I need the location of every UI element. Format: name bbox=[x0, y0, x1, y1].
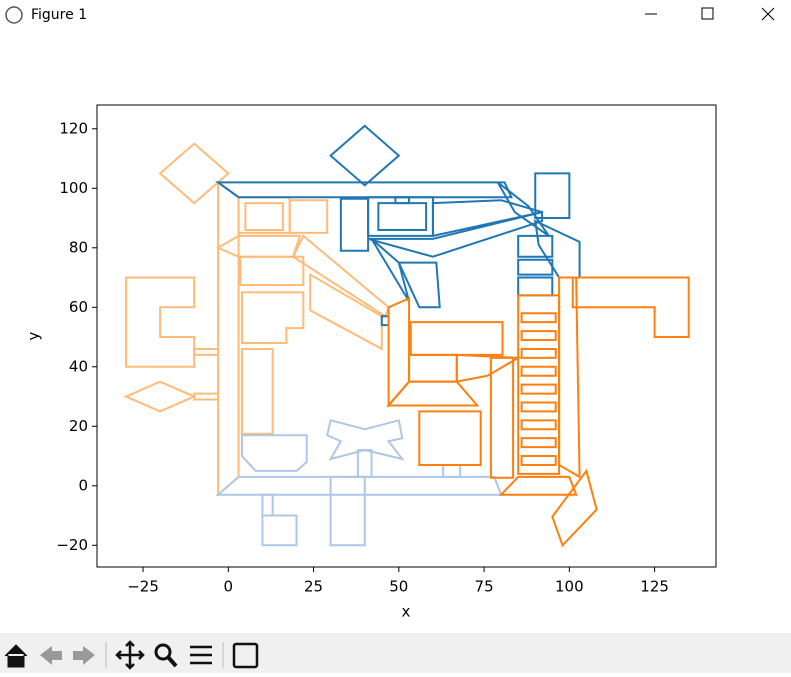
x-tick-label: 125 bbox=[640, 578, 669, 596]
polygon bbox=[387, 296, 411, 409]
polygon bbox=[409, 321, 504, 356]
polygon bbox=[520, 330, 557, 342]
polygon bbox=[534, 172, 571, 220]
y-tick-label: 20 bbox=[69, 417, 88, 435]
polygon bbox=[442, 463, 462, 478]
polygon bbox=[551, 468, 598, 548]
polygon bbox=[377, 202, 428, 231]
polygon bbox=[517, 294, 561, 475]
close[interactable] bbox=[761, 7, 775, 21]
home-button[interactable] bbox=[4, 644, 28, 668]
polygon bbox=[309, 272, 383, 351]
polygon bbox=[386, 380, 480, 407]
y-tick-label: 60 bbox=[69, 298, 88, 316]
polygon bbox=[370, 238, 411, 302]
configure-button[interactable] bbox=[190, 645, 212, 665]
polygon bbox=[517, 276, 554, 297]
polygon bbox=[288, 199, 329, 234]
y-tick-label: −20 bbox=[56, 536, 88, 554]
y-axis-label: y bbox=[25, 331, 43, 340]
polygon bbox=[123, 380, 197, 413]
polygon bbox=[217, 180, 240, 497]
zoom-button[interactable] bbox=[154, 643, 178, 668]
polygon bbox=[261, 514, 298, 547]
polygon bbox=[397, 261, 441, 309]
polygon bbox=[517, 234, 554, 258]
x-tick-label: 50 bbox=[389, 578, 408, 596]
polygon bbox=[558, 276, 581, 479]
polygon bbox=[356, 449, 373, 478]
polygon bbox=[455, 353, 522, 383]
polygon bbox=[329, 475, 366, 547]
polygon bbox=[193, 392, 220, 401]
polygon bbox=[240, 291, 305, 344]
polygon bbox=[240, 434, 308, 472]
polygon bbox=[418, 410, 482, 466]
polygon bbox=[215, 234, 302, 258]
polygon bbox=[520, 419, 557, 431]
polygon bbox=[214, 181, 513, 199]
x-tick-label: 25 bbox=[304, 578, 323, 596]
polygon bbox=[571, 276, 690, 339]
polygon bbox=[520, 347, 557, 359]
y-tick-label: 40 bbox=[69, 357, 88, 375]
title-bar bbox=[0, 0, 791, 33]
maximize[interactable] bbox=[701, 7, 714, 20]
polygon bbox=[520, 312, 557, 324]
polygon bbox=[489, 356, 515, 479]
polygon bbox=[367, 210, 544, 258]
polygon bbox=[240, 347, 274, 435]
pan-button[interactable] bbox=[115, 640, 145, 670]
polygon bbox=[239, 255, 305, 286]
x-tick-label: −25 bbox=[127, 578, 159, 596]
polygon bbox=[520, 365, 557, 377]
window-title: Figure 1 bbox=[31, 7, 87, 23]
polygon bbox=[380, 315, 390, 327]
polygon bbox=[533, 219, 581, 279]
polygon bbox=[329, 124, 401, 187]
back-button[interactable] bbox=[40, 646, 62, 665]
polygon bbox=[520, 383, 557, 395]
polygon bbox=[520, 455, 557, 466]
axes: −25 0 25 50 75 100 125 −20 0 20 40 60 80 100 120 bbox=[56, 104, 717, 596]
polygon bbox=[244, 202, 284, 231]
x-tick-label: 75 bbox=[475, 578, 494, 596]
zoom-lens bbox=[154, 643, 172, 661]
polygon bbox=[498, 475, 578, 496]
polygon bbox=[520, 401, 557, 413]
polygon bbox=[520, 437, 557, 449]
polygon bbox=[517, 258, 554, 276]
y-tick-label: 80 bbox=[69, 238, 88, 256]
x-tick-label: 100 bbox=[555, 578, 584, 596]
y-tick-label: 100 bbox=[59, 179, 88, 197]
forward-button[interactable] bbox=[73, 646, 95, 665]
polygon bbox=[158, 142, 230, 205]
polygon bbox=[339, 197, 370, 252]
polygon bbox=[408, 353, 458, 383]
polygon bbox=[215, 475, 503, 496]
polygon bbox=[326, 419, 405, 461]
polygon bbox=[431, 199, 543, 238]
save-button[interactable] bbox=[232, 642, 259, 669]
zoom-handle bbox=[166, 655, 178, 668]
polygon bbox=[394, 196, 411, 205]
polygon bbox=[124, 276, 196, 368]
axes-frame bbox=[96, 104, 717, 568]
y-tick-label: 120 bbox=[59, 119, 88, 137]
app-icon bbox=[5, 6, 23, 24]
x-axis-label: x bbox=[402, 603, 411, 621]
polygon bbox=[193, 347, 220, 356]
y-tick-label: 0 bbox=[78, 476, 88, 494]
polygon bbox=[261, 493, 274, 517]
x-tick-label: 0 bbox=[224, 578, 234, 596]
